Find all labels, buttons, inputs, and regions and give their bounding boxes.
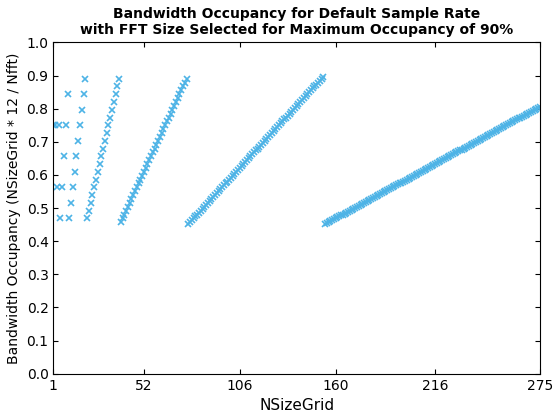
Y-axis label: Bandwidth Occupancy (NSizeGrid * 12 / Nfft): Bandwidth Occupancy (NSizeGrid * 12 / Nf…	[7, 52, 21, 364]
Title: Bandwidth Occupancy for Default Sample Rate
with FFT Size Selected for Maximum O: Bandwidth Occupancy for Default Sample R…	[80, 7, 514, 37]
X-axis label: NSizeGrid: NSizeGrid	[259, 398, 334, 413]
